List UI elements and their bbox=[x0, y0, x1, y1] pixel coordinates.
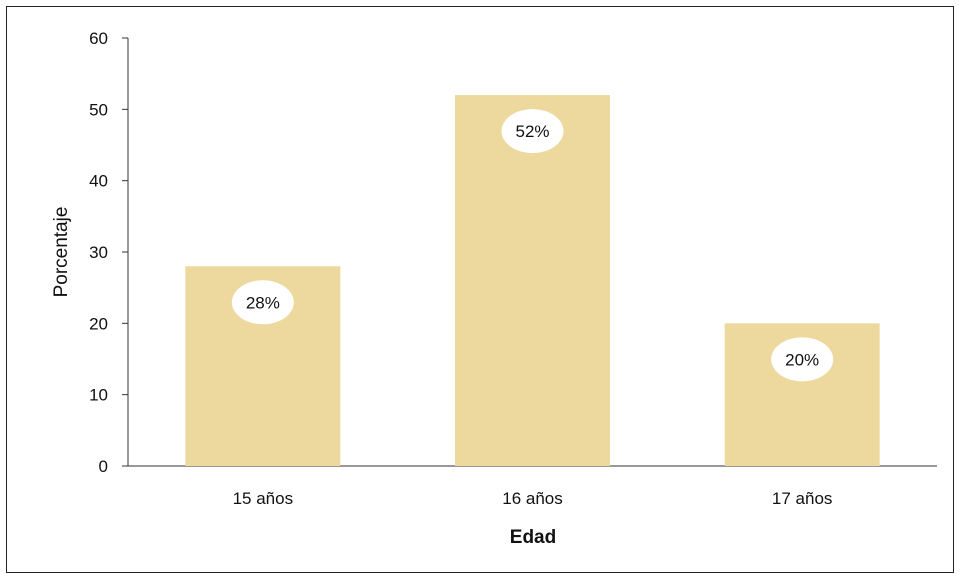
y-tick-label: 60 bbox=[89, 29, 108, 48]
y-tick-label: 30 bbox=[89, 243, 108, 262]
data-label-bubble bbox=[771, 337, 834, 382]
y-tick-label: 50 bbox=[89, 100, 108, 119]
data-label: 20% bbox=[785, 350, 819, 369]
data-label-bubble bbox=[501, 109, 564, 154]
x-tick-label: 16 años bbox=[502, 489, 563, 508]
y-tick-label: 40 bbox=[89, 172, 108, 191]
x-axis-title: Edad bbox=[510, 527, 556, 548]
y-tick-label: 10 bbox=[89, 386, 108, 405]
y-tick-label: 20 bbox=[89, 314, 108, 333]
x-axis: 15 años 16 años 17 años bbox=[122, 465, 937, 508]
x-tick-label: 15 años bbox=[233, 489, 294, 508]
y-tick-label: 0 bbox=[99, 457, 108, 476]
data-label-bubble bbox=[231, 280, 294, 325]
bars bbox=[185, 95, 880, 467]
bar bbox=[455, 95, 610, 467]
x-tick-label: 17 años bbox=[772, 489, 833, 508]
y-axis: 0 10 20 30 40 50 60 bbox=[89, 29, 129, 476]
data-labels: 28% 52% 20% bbox=[231, 109, 834, 382]
data-label: 28% bbox=[246, 293, 280, 312]
data-label: 52% bbox=[515, 122, 549, 141]
y-axis-title: Porcentaje bbox=[51, 207, 72, 298]
